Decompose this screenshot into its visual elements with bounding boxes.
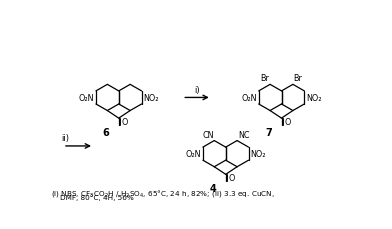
Text: O: O — [229, 174, 235, 183]
Text: O: O — [122, 117, 128, 126]
Text: ii): ii) — [62, 134, 69, 142]
Text: CN: CN — [202, 130, 214, 139]
Text: O₂N: O₂N — [79, 93, 94, 103]
Text: O₂N: O₂N — [186, 150, 201, 158]
Text: (i) NBS, CF$_3$CO$_2$H / H$_2$SO$_4$, 65°C, 24 h, 82%; (ii) 3.3 eq. CuCN,: (i) NBS, CF$_3$CO$_2$H / H$_2$SO$_4$, 65… — [51, 187, 275, 198]
Text: Br: Br — [294, 74, 303, 83]
Text: NO₂: NO₂ — [250, 150, 265, 158]
Text: DMF, 80°C, 4H, 56%: DMF, 80°C, 4H, 56% — [51, 193, 134, 200]
Text: NC: NC — [238, 130, 249, 139]
Text: NO₂: NO₂ — [143, 93, 159, 103]
Text: 6: 6 — [103, 127, 110, 137]
Text: O₂N: O₂N — [241, 93, 257, 103]
Text: 4: 4 — [210, 183, 216, 193]
Text: Br: Br — [260, 74, 269, 83]
Text: O: O — [284, 117, 291, 126]
Text: 7: 7 — [265, 127, 272, 137]
Text: i): i) — [194, 85, 200, 94]
Text: NO₂: NO₂ — [306, 93, 321, 103]
